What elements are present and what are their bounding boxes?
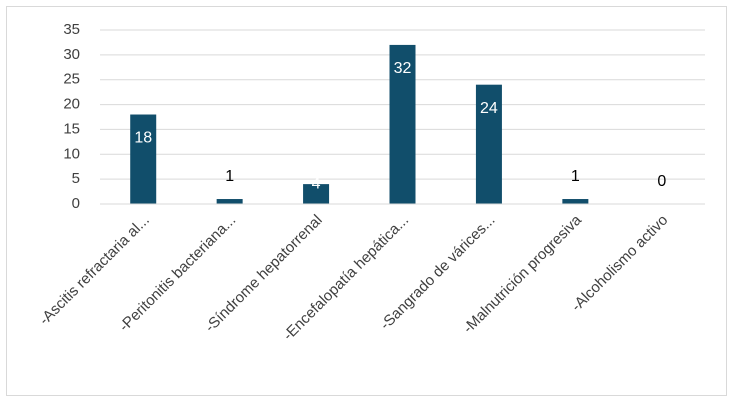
- y-tick-label: 35: [63, 21, 80, 38]
- value-label: 4: [312, 175, 321, 192]
- y-tick-label: 5: [72, 170, 80, 187]
- value-label: 18: [134, 130, 152, 147]
- bar: [303, 184, 330, 204]
- y-tick-label: 0: [72, 195, 80, 212]
- y-tick-label: 10: [63, 145, 80, 162]
- value-label: 24: [480, 100, 498, 117]
- bar: [389, 44, 416, 204]
- y-tick-label: 30: [63, 46, 80, 63]
- value-label: 0: [657, 173, 666, 190]
- bar: [216, 199, 243, 204]
- bar: [475, 84, 502, 204]
- value-label: 1: [225, 168, 234, 185]
- chart-border: [6, 6, 727, 396]
- value-label: 1: [571, 168, 580, 185]
- y-tick-label: 15: [63, 120, 80, 137]
- bar: [562, 199, 589, 204]
- bar: [130, 114, 157, 204]
- y-tick-label: 25: [63, 71, 80, 88]
- y-tick-label: 20: [63, 96, 80, 113]
- value-label: 32: [394, 60, 412, 77]
